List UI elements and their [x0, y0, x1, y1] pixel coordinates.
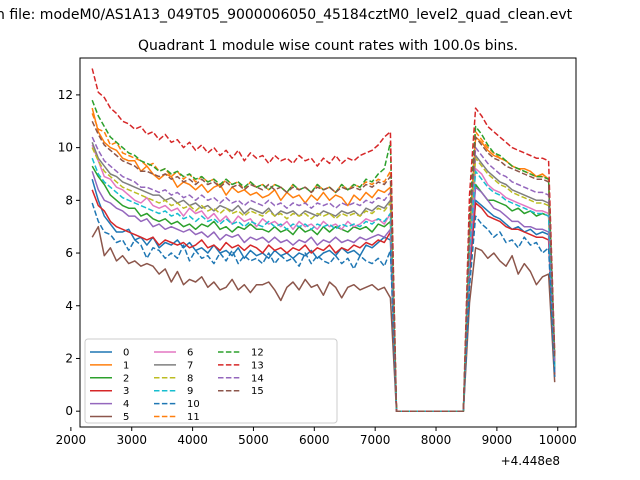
- series-line-3: [91, 189, 556, 412]
- y-tick-label: 4: [65, 299, 73, 313]
- legend-box: [84, 338, 338, 424]
- legend-label-6: 6: [187, 348, 193, 359]
- series-line-7: [91, 142, 556, 412]
- legend-label-5: 5: [123, 412, 129, 423]
- series-line-15: [91, 120, 556, 412]
- y-tick-label: 12: [58, 88, 73, 102]
- x-tick-label: 2000: [56, 433, 87, 447]
- legend-label-15: 15: [251, 386, 264, 397]
- legend-label-12: 12: [251, 348, 264, 359]
- legend-label-7: 7: [187, 360, 193, 371]
- series-line-14: [91, 136, 556, 412]
- x-tick-label: 6000: [299, 433, 330, 447]
- y-tick-label: 8: [65, 193, 73, 207]
- legend-label-1: 1: [123, 360, 129, 371]
- y-tick-label: 10: [58, 141, 73, 155]
- series-line-1: [91, 107, 556, 412]
- legend-label-4: 4: [123, 399, 129, 410]
- series-line-13: [91, 68, 556, 412]
- legend-label-2: 2: [123, 373, 129, 384]
- y-tick-label: 2: [65, 351, 73, 365]
- series-line-4: [91, 171, 556, 412]
- series-line-8: [91, 147, 556, 412]
- chart-title: Quadrant 1 module wise count rates with …: [138, 38, 518, 54]
- legend-label-0: 0: [123, 348, 129, 359]
- legend-label-9: 9: [187, 386, 193, 397]
- x-tick-label: 8000: [421, 433, 452, 447]
- legend-label-8: 8: [187, 373, 193, 384]
- axes-frame: [79, 57, 577, 428]
- legend-label-3: 3: [123, 386, 129, 397]
- legend-label-10: 10: [187, 399, 200, 410]
- series-line-0: [91, 178, 556, 412]
- y-tick-label: 0: [65, 404, 73, 418]
- y-axis: 0 2 4 6 8 10 12: [58, 88, 80, 418]
- plot-lines: [91, 68, 556, 412]
- x-tick-label: 3000: [116, 433, 147, 447]
- legend-label-11: 11: [187, 412, 200, 423]
- y-tick-label: 6: [65, 246, 73, 260]
- legend-label-13: 13: [251, 360, 264, 371]
- series-line-9: [91, 157, 556, 412]
- x-tick-label: 10000: [539, 433, 577, 447]
- x-offset-label: +4.448e8: [501, 454, 560, 468]
- series-line-10: [91, 202, 556, 412]
- x-axis: 2000 3000 4000 5000 6000 7000 8000 9000 10000: [56, 427, 577, 447]
- series-line-6: [91, 144, 556, 412]
- chart-suptitle: n file: modeM0/AS1A13_049T05_9000006050_…: [0, 7, 573, 23]
- legend-label-14: 14: [251, 373, 264, 384]
- series-line-5: [91, 225, 556, 412]
- x-tick-label: 4000: [177, 433, 208, 447]
- x-tick-label: 5000: [238, 433, 269, 447]
- x-tick-label: 9000: [482, 433, 513, 447]
- x-tick-label: 7000: [360, 433, 391, 447]
